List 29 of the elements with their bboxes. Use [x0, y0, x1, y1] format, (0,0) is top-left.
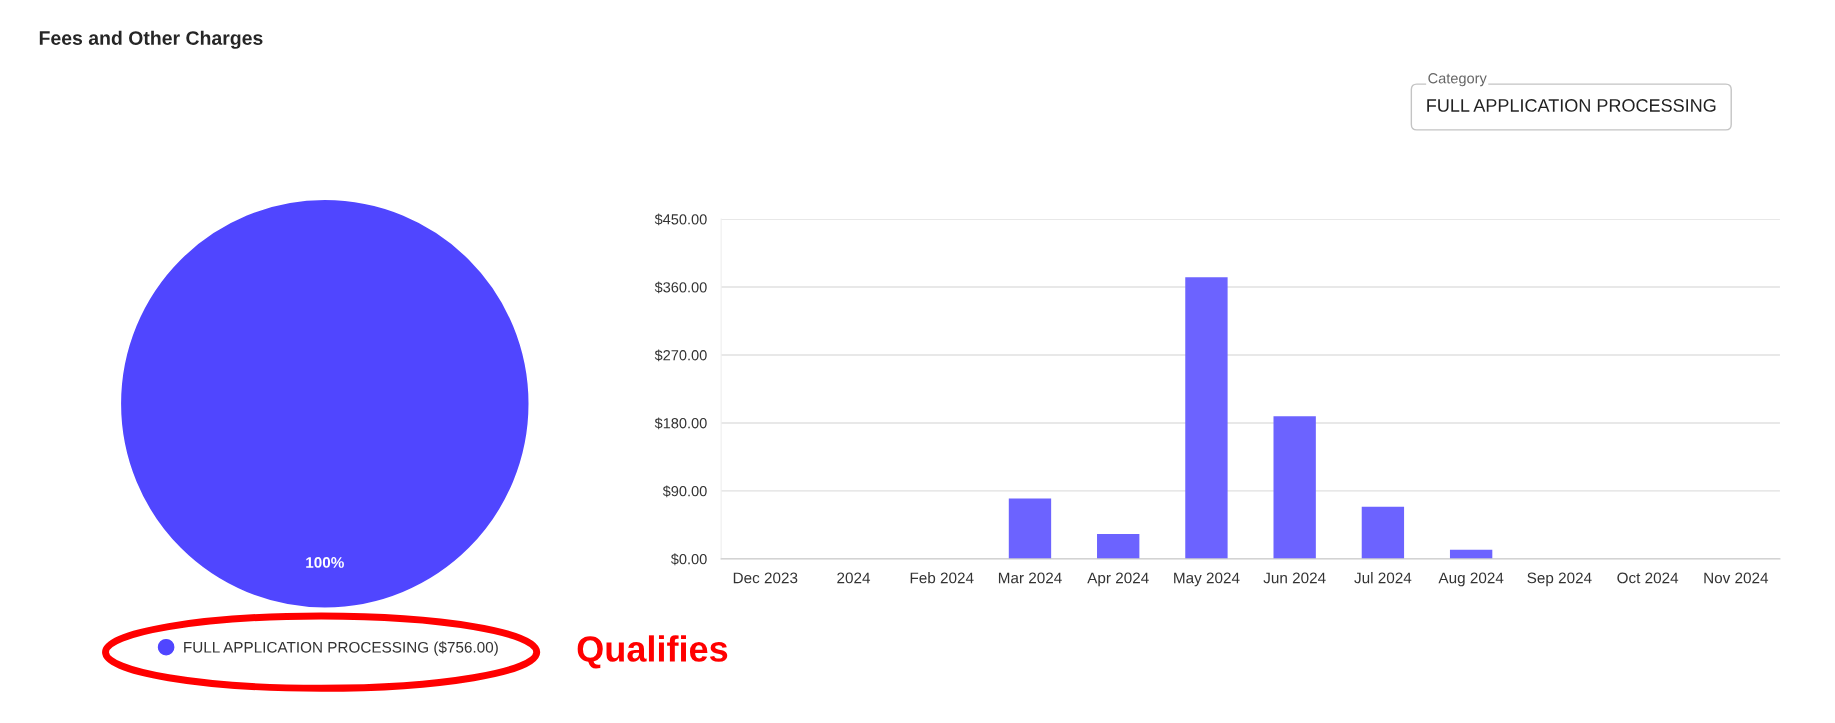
data-label: 100% [306, 557, 344, 568]
y-tick-label: $180.00 [654, 417, 707, 430]
text: Qualifies [577, 635, 728, 669]
bar [1008, 498, 1052, 559]
chart-title: Fees and Other Charges [39, 30, 263, 49]
text: Category [1428, 73, 1487, 87]
y-tick-label: $450.00 [654, 213, 707, 226]
x-tick-label: May 2024 [1174, 572, 1240, 587]
y-tick-label: $270.00 [654, 349, 707, 362]
bar [1273, 416, 1316, 559]
x-tick-label: Sep 2024 [1527, 572, 1592, 587]
x-tick-label: 2024 [837, 572, 871, 584]
x-tick-label: Nov 2024 [1704, 572, 1769, 584]
bar [1097, 533, 1140, 559]
y-tick-label: $0.00 [670, 553, 707, 566]
x-tick-label: Dec 2023 [733, 572, 798, 584]
x-tick-label: Oct 2024 [1617, 572, 1679, 584]
x-tick-label: Jun 2024 [1263, 572, 1326, 584]
y-tick-label: $90.00 [662, 485, 707, 498]
x-tick-label: Apr 2024 [1087, 572, 1149, 587]
bar [1185, 277, 1228, 559]
x-tick-label: Aug 2024 [1438, 572, 1504, 587]
x-tick-label: Jul 2024 [1354, 572, 1412, 584]
y-tick-label: $360.00 [654, 281, 707, 294]
x-tick-label: Mar 2024 [998, 572, 1062, 584]
legend-label: FULL APPLICATION PROCESSING ($756.00) [184, 641, 498, 656]
bar [1361, 506, 1405, 559]
text: FULL APPLICATION PROCESSING [1427, 99, 1716, 112]
x-tick-label: Feb 2024 [910, 572, 974, 584]
